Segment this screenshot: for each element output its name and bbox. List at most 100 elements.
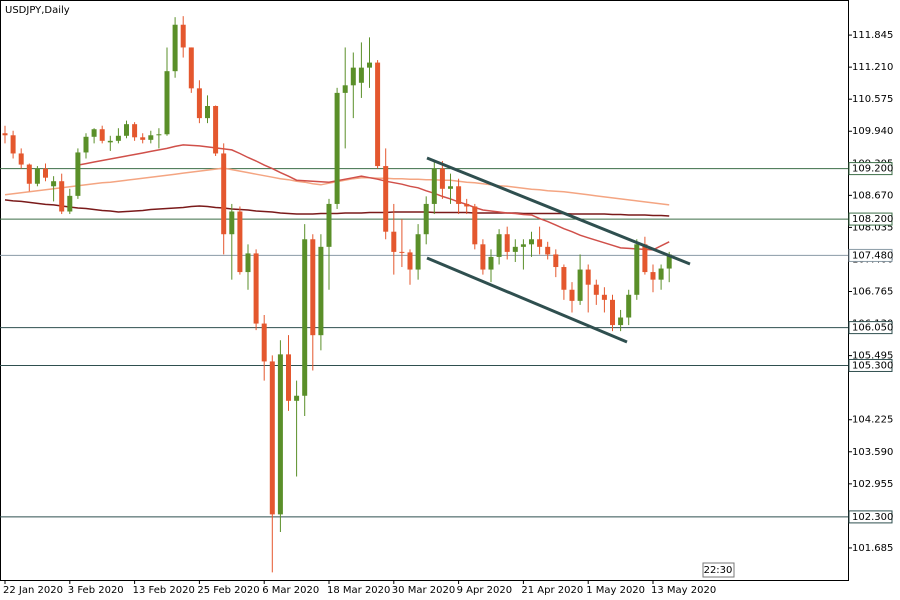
candle-body [132, 124, 138, 138]
y-tick-label: 103.590 [852, 447, 893, 458]
channel-upper [426, 156, 691, 266]
level-label-box [848, 248, 893, 262]
candle-body [213, 106, 219, 154]
candle-body [618, 317, 624, 326]
level-label: 109.200 [852, 164, 893, 175]
level-label-box [848, 510, 893, 524]
y-tick-label: 108.670 [852, 190, 893, 201]
y-tick-label: 101.685 [852, 543, 893, 554]
level-label: 107.480 [852, 250, 893, 261]
candle-body [334, 92, 340, 204]
candle-body [286, 354, 291, 401]
ma-line [77, 144, 670, 251]
candle-body [326, 203, 332, 247]
candle-body [601, 294, 607, 300]
y-tick-label: 108.035 [852, 222, 893, 233]
candle-body [456, 186, 462, 204]
plot-frame [0, 0, 849, 581]
x-tick-label: 21 Apr 2020 [521, 585, 583, 596]
candle-body [18, 153, 24, 165]
candle-body [269, 361, 275, 515]
x-tick-label: 6 Mar 2020 [262, 585, 319, 596]
candle-body [310, 239, 316, 336]
candle-body [415, 234, 421, 270]
level-label-box [848, 358, 893, 372]
candle-body [148, 135, 154, 140]
candle-body [294, 395, 300, 401]
candle-body [585, 269, 591, 285]
y-tick-label: 109.940 [852, 126, 893, 137]
candle-body [196, 88, 202, 119]
candle-body [115, 135, 121, 141]
candle-body [83, 136, 89, 153]
candle-body [407, 252, 413, 270]
candle-body [610, 299, 615, 326]
candle-body [245, 253, 251, 273]
candle-body [569, 289, 575, 301]
candle-body [43, 168, 48, 178]
candle-body [75, 152, 81, 196]
candle-body [367, 62, 372, 68]
candle-body [577, 269, 583, 301]
candle-body [261, 323, 267, 362]
candle-body [488, 256, 494, 270]
x-tick-label: 9 Apr 2020 [457, 585, 512, 596]
candle-body [277, 354, 283, 515]
candle-body [561, 267, 567, 290]
candle-body [553, 254, 559, 268]
y-tick-label: 110.575 [852, 94, 893, 105]
x-tick-label: 13 May 2020 [651, 585, 716, 596]
candle-body [2, 133, 8, 136]
candle-body [496, 234, 502, 257]
candle-body [205, 106, 210, 119]
timer-box [702, 562, 735, 578]
level-label-box [848, 212, 893, 226]
y-tick-label: 102.955 [852, 479, 893, 490]
level-label-box [848, 162, 893, 176]
candle-body [350, 67, 356, 86]
y-tick-label: 104.225 [852, 415, 893, 426]
candle-body [156, 134, 162, 136]
candle-body [431, 168, 437, 204]
candle-body [302, 239, 308, 396]
candle-body [140, 137, 146, 140]
candle-body [650, 272, 656, 280]
candle-body [375, 62, 381, 167]
x-tick-label: 13 Feb 2020 [133, 585, 195, 596]
candle-body [253, 253, 259, 324]
candle-body [26, 164, 32, 184]
candle-body [10, 135, 16, 154]
candle-body [504, 234, 510, 252]
candle-body [399, 251, 405, 253]
level-label: 102.300 [852, 512, 893, 523]
candle-body [164, 71, 170, 135]
timer: 22:30 [704, 565, 733, 576]
candle-body [99, 129, 105, 141]
x-tick-label: 25 Feb 2020 [197, 585, 259, 596]
candle-body [318, 246, 324, 336]
candle-body [520, 244, 526, 247]
candle-body [51, 181, 57, 187]
candle-body [634, 244, 640, 295]
candle-body [626, 294, 632, 318]
candle-body [464, 203, 470, 207]
candle-body [229, 211, 235, 235]
candle-body [59, 181, 65, 212]
candle-body [391, 231, 397, 252]
candle-body [172, 24, 178, 72]
candle-body [480, 244, 486, 270]
candle-body [545, 246, 551, 255]
level-label-box [848, 321, 893, 335]
candle-body [67, 195, 73, 212]
channel-lower [426, 256, 628, 344]
candle-body [658, 268, 664, 280]
chart-title: USDJPY,Daily [5, 5, 70, 16]
y-tick-label: 111.845 [852, 30, 893, 41]
candle-body [91, 129, 97, 137]
candle-body [423, 203, 429, 235]
candle-body [237, 211, 243, 273]
level-label: 108.200 [852, 214, 893, 225]
candle-body [439, 168, 445, 189]
candle-body [529, 239, 534, 245]
candle-body [666, 254, 672, 269]
